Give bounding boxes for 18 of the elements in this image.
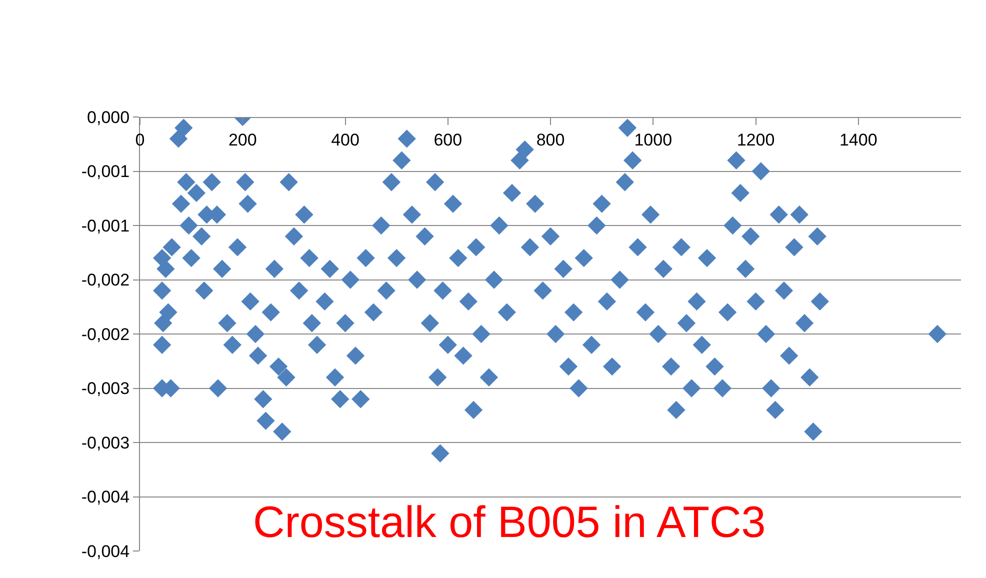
y-tick-label: -0,004 (81, 488, 130, 507)
x-tick-label: 1400 (839, 130, 878, 150)
y-tick-label: -0,003 (81, 433, 130, 452)
x-tick-label: 1200 (736, 130, 775, 150)
x-tick-label: 1000 (634, 130, 672, 150)
y-tick-label: -0,001 (81, 216, 130, 236)
y-tick-label: -0,002 (81, 324, 130, 344)
x-tick-label: 200 (228, 130, 257, 150)
y-tick-label: -0,001 (81, 162, 130, 182)
y-tick-label: 0,000 (87, 108, 130, 127)
x-tick-label: 0 (135, 130, 145, 150)
x-tick-label: 400 (331, 130, 360, 150)
x-tick-label: 800 (536, 130, 565, 150)
y-tick-label: -0,003 (81, 379, 130, 398)
y-tick-label: -0,004 (81, 542, 130, 561)
x-tick-label: 600 (434, 130, 462, 150)
annotation: Crosstalk of B005 in ATC3 (253, 498, 766, 547)
y-tick-label: -0,002 (81, 270, 130, 290)
